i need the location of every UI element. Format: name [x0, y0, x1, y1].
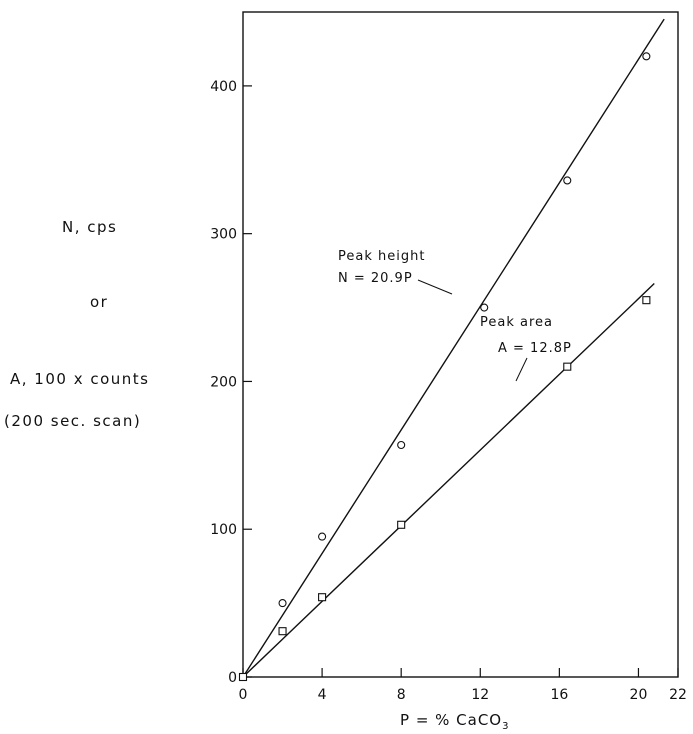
y-axis-ticks: 0 100 200 300 400 [210, 79, 252, 686]
peak-area-equation: A = 12.8P [498, 341, 572, 356]
peak-area-point-5 [642, 296, 651, 305]
peak-area-point-0 [238, 672, 248, 682]
peak-area-point-4 [563, 362, 572, 371]
peak-area-point-2 [318, 593, 327, 602]
peak-height-point-2 [318, 532, 327, 541]
peak-area-fit-line [242, 283, 655, 678]
x-axis-ticks: 0 4 8 12 16 20 22 [239, 668, 687, 703]
peak-area-point-3 [397, 520, 406, 529]
y-axis-label-line-1: N, cps [62, 218, 118, 236]
peak-height-equation: N = 20.9P [338, 271, 413, 286]
x-tick-label-0: 0 [239, 687, 248, 703]
peak-area-point-1 [278, 627, 287, 636]
peak-area-pointer [515, 357, 528, 382]
peak-height-point-6 [642, 52, 651, 61]
peak-height-point-3 [397, 440, 406, 450]
x-tick-label-8: 8 [397, 687, 406, 703]
y-axis-label-line-3: A, 100 x counts [10, 370, 150, 388]
x-tick-label-4: 4 [318, 687, 327, 703]
peak-height-point-5 [563, 176, 572, 185]
y-tick-label-0: 0 [228, 670, 237, 686]
x-tick-label-20: 20 [630, 687, 648, 703]
x-tick-label-12: 12 [471, 687, 489, 703]
y-tick-label-400: 400 [210, 79, 237, 95]
y-tick-label-200: 200 [210, 374, 237, 390]
peak-height-point-4 [480, 303, 489, 312]
fit-lines [242, 18, 665, 678]
annotations: Peak height N = 20.9P Peak area A = 12.8… [338, 249, 572, 382]
data-markers [238, 52, 651, 682]
x-axis-label: P = % CaCO3 [400, 711, 510, 732]
peak-height-label: Peak height [338, 249, 425, 264]
y-axis-label-line-4: (200 sec. scan) [4, 412, 142, 430]
y-axis-label-line-2: or [90, 293, 109, 311]
y-tick-label-100: 100 [210, 522, 237, 538]
plot-border [242, 11, 679, 678]
peak-height-point-1 [278, 599, 287, 608]
peak-area-label: Peak area [480, 315, 553, 330]
peak-height-fit-line [242, 18, 665, 678]
plot-frame [242, 11, 679, 678]
y-tick-label-300: 300 [210, 227, 237, 243]
x-tick-label-22: 22 [669, 687, 687, 703]
peak-height-pointer [417, 279, 453, 295]
x-tick-label-16: 16 [550, 687, 568, 703]
